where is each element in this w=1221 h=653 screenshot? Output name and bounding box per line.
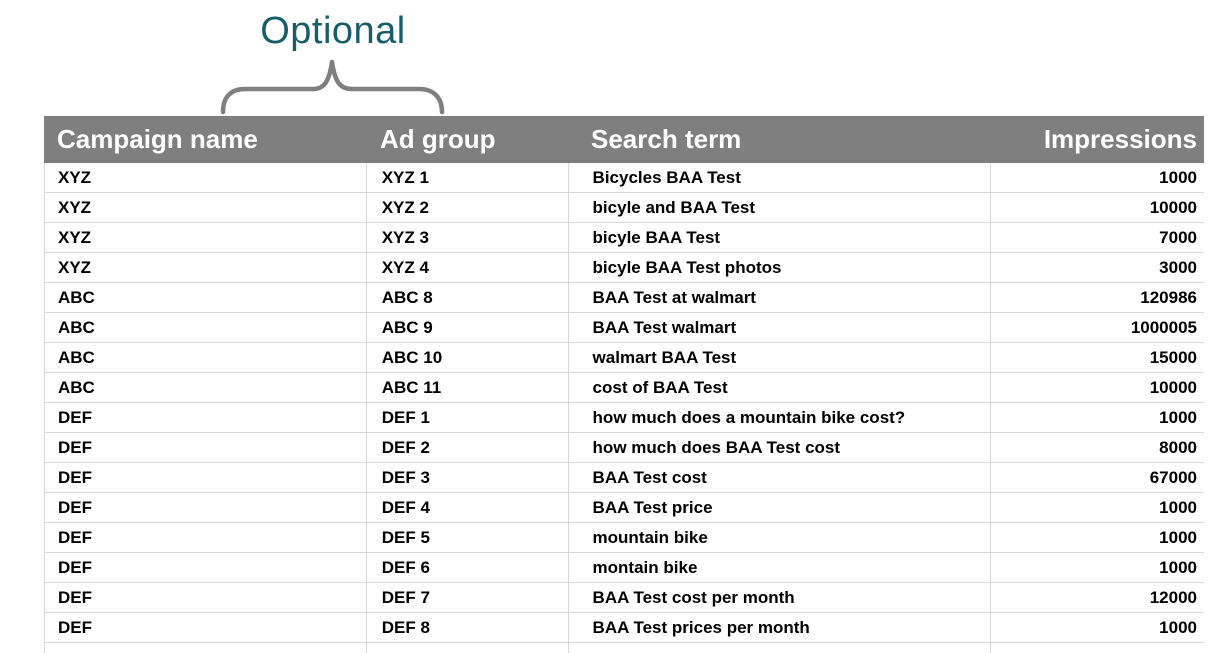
table-row: ABC ABC 8 BAA Test at walmart 120986 bbox=[44, 283, 1204, 313]
cell-ad_group[interactable]: XYZ 3 bbox=[365, 223, 568, 252]
cell-impressions[interactable]: 1000 bbox=[990, 163, 1204, 192]
cell-campaign_name[interactable]: XYZ bbox=[44, 223, 366, 252]
table-row: DEF DEF 7 BAA Test cost per month 12000 bbox=[44, 583, 1204, 613]
partial-cell bbox=[44, 643, 366, 653]
table-row: DEF DEF 6 montain bike 1000 bbox=[44, 553, 1204, 583]
cell-impressions[interactable]: 1000 bbox=[990, 523, 1204, 552]
table-row: DEF DEF 5 mountain bike 1000 bbox=[44, 523, 1204, 553]
cell-search_term[interactable]: BAA Test cost bbox=[567, 463, 991, 492]
cell-search_term[interactable]: bicyle and BAA Test bbox=[567, 193, 991, 222]
cell-search_term[interactable]: bicyle BAA Test bbox=[567, 223, 991, 252]
table-row: XYZ XYZ 1 Bicycles BAA Test 1000 bbox=[44, 163, 1204, 193]
cell-ad_group[interactable]: DEF 2 bbox=[365, 433, 568, 462]
partial-row bbox=[44, 643, 1204, 653]
table-row: ABC ABC 10 walmart BAA Test 15000 bbox=[44, 343, 1204, 373]
partial-cell bbox=[567, 643, 991, 653]
cell-impressions[interactable]: 1000005 bbox=[990, 313, 1204, 342]
cell-campaign_name[interactable]: XYZ bbox=[44, 193, 366, 222]
cell-campaign_name[interactable]: XYZ bbox=[44, 163, 366, 192]
cell-ad_group[interactable]: DEF 5 bbox=[365, 523, 568, 552]
cell-ad_group[interactable]: DEF 6 bbox=[365, 553, 568, 582]
cell-search_term[interactable]: BAA Test walmart bbox=[567, 313, 991, 342]
header-impressions[interactable]: Impressions bbox=[1043, 124, 1197, 154]
cell-search_term[interactable]: how much does BAA Test cost bbox=[567, 433, 991, 462]
cell-search_term[interactable]: BAA Test prices per month bbox=[567, 613, 991, 642]
cell-impressions[interactable]: 12000 bbox=[990, 583, 1204, 612]
cell-campaign_name[interactable]: DEF bbox=[44, 553, 366, 582]
cell-impressions[interactable]: 1000 bbox=[990, 613, 1204, 642]
cell-search_term[interactable]: BAA Test cost per month bbox=[567, 583, 991, 612]
table-row: XYZ XYZ 4 bicyle BAA Test photos 3000 bbox=[44, 253, 1204, 283]
cell-campaign_name[interactable]: ABC bbox=[44, 343, 366, 372]
header-ad-group[interactable]: Ad group bbox=[380, 124, 496, 154]
cell-search_term[interactable]: Bicycles BAA Test bbox=[567, 163, 991, 192]
cell-search_term[interactable]: montain bike bbox=[567, 553, 991, 582]
cell-impressions[interactable]: 1000 bbox=[990, 403, 1204, 432]
partial-cell bbox=[990, 643, 1204, 653]
cell-impressions[interactable]: 10000 bbox=[990, 193, 1204, 222]
table-row: XYZ XYZ 2 bicyle and BAA Test 10000 bbox=[44, 193, 1204, 223]
cell-search_term[interactable]: how much does a mountain bike cost? bbox=[567, 403, 991, 432]
cell-impressions[interactable]: 1000 bbox=[990, 493, 1204, 522]
cell-impressions[interactable]: 67000 bbox=[990, 463, 1204, 492]
cell-campaign_name[interactable]: DEF bbox=[44, 433, 366, 462]
table-row: DEF DEF 8 BAA Test prices per month 1000 bbox=[44, 613, 1204, 643]
cell-impressions[interactable]: 8000 bbox=[990, 433, 1204, 462]
partial-cell bbox=[365, 643, 568, 653]
cell-impressions[interactable]: 15000 bbox=[990, 343, 1204, 372]
cell-campaign_name[interactable]: DEF bbox=[44, 583, 366, 612]
cell-ad_group[interactable]: XYZ 4 bbox=[365, 253, 568, 282]
cell-ad_group[interactable]: DEF 8 bbox=[365, 613, 568, 642]
cell-ad_group[interactable]: DEF 7 bbox=[365, 583, 568, 612]
cell-campaign_name[interactable]: DEF bbox=[44, 493, 366, 522]
cell-campaign_name[interactable]: DEF bbox=[44, 613, 366, 642]
cell-search_term[interactable]: walmart BAA Test bbox=[567, 343, 991, 372]
cell-ad_group[interactable]: DEF 1 bbox=[365, 403, 568, 432]
cell-search_term[interactable]: bicyle BAA Test photos bbox=[567, 253, 991, 282]
cell-campaign_name[interactable]: XYZ bbox=[44, 253, 366, 282]
cell-impressions[interactable]: 7000 bbox=[990, 223, 1204, 252]
cell-ad_group[interactable]: ABC 9 bbox=[365, 313, 568, 342]
cell-search_term[interactable]: BAA Test at walmart bbox=[567, 283, 991, 312]
table-row: DEF DEF 3 BAA Test cost 67000 bbox=[44, 463, 1204, 493]
table-row: DEF DEF 2 how much does BAA Test cost 8000 bbox=[44, 433, 1204, 463]
curly-brace-annotation bbox=[220, 59, 445, 115]
cell-ad_group[interactable]: ABC 11 bbox=[365, 373, 568, 402]
cell-search_term[interactable]: mountain bike bbox=[567, 523, 991, 552]
cell-campaign_name[interactable]: DEF bbox=[44, 403, 366, 432]
cell-ad_group[interactable]: XYZ 2 bbox=[365, 193, 568, 222]
header-search-term[interactable]: Search term bbox=[591, 124, 742, 154]
table-header-row: Campaign name Ad group Search term Impre… bbox=[44, 116, 1204, 163]
cell-campaign_name[interactable]: ABC bbox=[44, 313, 366, 342]
table-row: DEF DEF 1 how much does a mountain bike co… bbox=[44, 403, 1204, 433]
cell-ad_group[interactable]: ABC 8 bbox=[365, 283, 568, 312]
table-row: ABC ABC 9 BAA Test walmart 1000005 bbox=[44, 313, 1204, 343]
table-body: XYZ XYZ 1 Bicycles BAA Test 1000 XYZ XYZ 2 bic… bbox=[44, 163, 1204, 643]
cell-impressions[interactable]: 120986 bbox=[990, 283, 1204, 312]
cell-campaign_name[interactable]: ABC bbox=[44, 283, 366, 312]
cell-impressions[interactable]: 1000 bbox=[990, 553, 1204, 582]
cell-ad_group[interactable]: DEF 3 bbox=[365, 463, 568, 492]
cell-search_term[interactable]: cost of BAA Test bbox=[567, 373, 991, 402]
header-campaign-name[interactable]: Campaign name bbox=[57, 124, 258, 154]
cell-campaign_name[interactable]: DEF bbox=[44, 463, 366, 492]
table-row: ABC ABC 11 cost of BAA Test 10000 bbox=[44, 373, 1204, 403]
table-row: XYZ XYZ 3 bicyle BAA Test 7000 bbox=[44, 223, 1204, 253]
cell-ad_group[interactable]: ABC 10 bbox=[365, 343, 568, 372]
cell-ad_group[interactable]: XYZ 1 bbox=[365, 163, 568, 192]
cell-impressions[interactable]: 3000 bbox=[990, 253, 1204, 282]
table-row: DEF DEF 4 BAA Test price 1000 bbox=[44, 493, 1204, 523]
cell-campaign_name[interactable]: DEF bbox=[44, 523, 366, 552]
cell-impressions[interactable]: 10000 bbox=[990, 373, 1204, 402]
optional-annotation-label: Optional bbox=[260, 10, 406, 52]
cell-ad_group[interactable]: DEF 4 bbox=[365, 493, 568, 522]
cell-campaign_name[interactable]: ABC bbox=[44, 373, 366, 402]
campaign-table: Campaign name Ad group Search term Impre… bbox=[44, 116, 1204, 653]
cell-search_term[interactable]: BAA Test price bbox=[567, 493, 991, 522]
